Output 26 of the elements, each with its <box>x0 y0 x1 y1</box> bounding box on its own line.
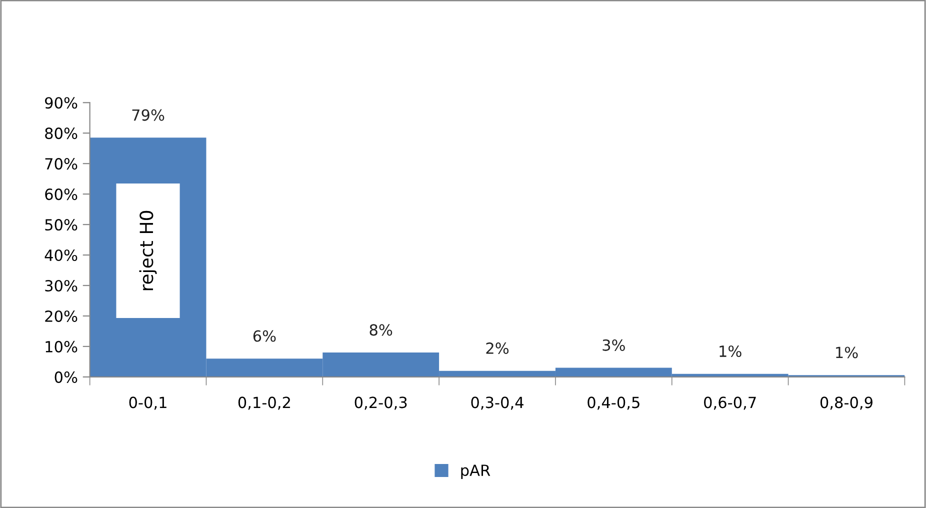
data-label: 6% <box>253 330 276 342</box>
x-tick-label: 0,1-0,2 <box>238 396 290 410</box>
y-tick-label: 40% <box>44 249 78 262</box>
y-tick-label: 50% <box>45 219 78 231</box>
data-label: 8% <box>370 324 392 336</box>
annotation: reject H0 <box>139 210 157 290</box>
y-tick-label: 10% <box>46 340 78 352</box>
x-tick-label: 0,3-0,4 <box>471 396 524 410</box>
y-tick-label: 80% <box>45 128 78 140</box>
data-label: 1% <box>720 345 742 358</box>
y-tick-label: 90% <box>45 97 78 109</box>
y-tick-label: 30% <box>45 280 78 292</box>
x-tick-label: 0-0,1 <box>129 396 166 410</box>
x-tick-label: 0,6-0,7 <box>704 396 756 410</box>
data-label: 1% <box>836 346 858 358</box>
data-label: 2% <box>486 342 509 354</box>
y-tick-label: 70% <box>45 158 78 170</box>
legend-label: pAR <box>461 464 490 480</box>
data-label: 79% <box>132 109 164 121</box>
x-tick-label: 0,4-0,5 <box>588 396 640 410</box>
x-tick-label: 0,2-0,3 <box>354 396 407 410</box>
y-tick-label: 0% <box>54 371 78 383</box>
y-tick-label: 20% <box>45 310 78 322</box>
y-tick-label: 60% <box>45 188 78 200</box>
data-label: 3% <box>602 339 625 351</box>
x-tick-label: 0,8-0,9 <box>820 396 872 410</box>
